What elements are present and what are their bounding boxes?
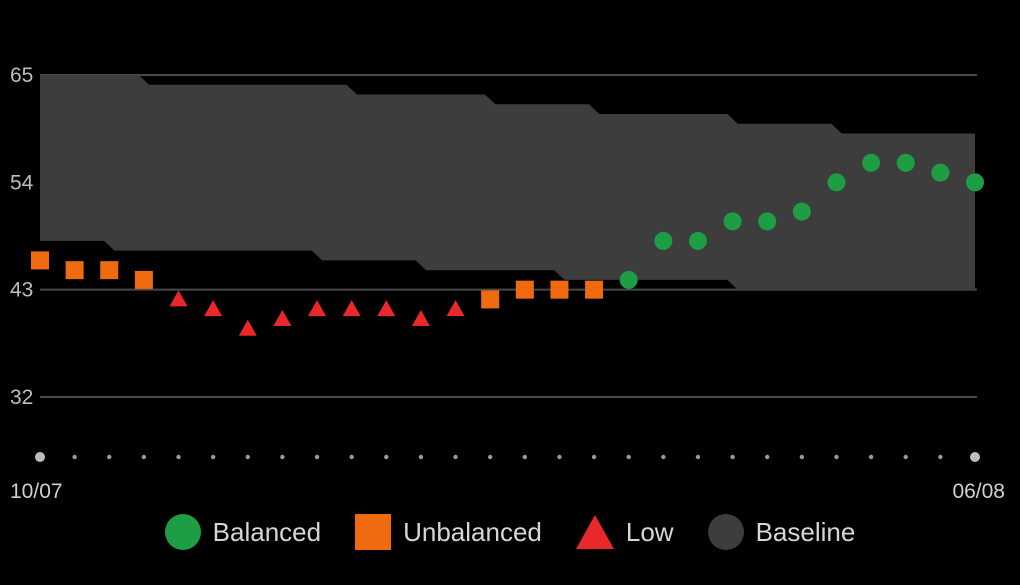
- point-low: [411, 309, 430, 326]
- point-unbalanced: [31, 251, 49, 270]
- x-axis-dot: [72, 454, 77, 460]
- y-tick-label: 43: [10, 279, 33, 302]
- x-axis-dot: [626, 454, 631, 460]
- point-balanced: [654, 231, 673, 250]
- legend-item-balanced: Balanced: [164, 514, 322, 550]
- legend-label: Balanced: [212, 516, 322, 547]
- legend-item-unbalanced: Unbalanced: [355, 514, 542, 550]
- circle-icon: [707, 514, 744, 550]
- x-axis-dot: [970, 452, 980, 462]
- point-unbalanced: [100, 261, 119, 280]
- triangle-icon: [575, 515, 614, 549]
- legend-label: Baseline: [755, 516, 856, 547]
- x-axis-dot: [35, 452, 45, 462]
- x-axis-dot: [210, 454, 216, 460]
- square-icon: [355, 514, 392, 550]
- point-unbalanced: [134, 270, 153, 289]
- point-low: [308, 300, 327, 317]
- point-unbalanced: [585, 280, 604, 299]
- x-axis-dot: [695, 454, 701, 460]
- point-low: [204, 300, 223, 317]
- x-axis-dot: [418, 454, 424, 460]
- point-low: [238, 319, 257, 336]
- point-low: [342, 300, 361, 317]
- x-axis-dot: [314, 454, 320, 460]
- legend-label: Unbalanced: [403, 516, 542, 547]
- x-axis-dot: [522, 454, 528, 460]
- x-axis-dot: [487, 454, 493, 460]
- point-low: [446, 300, 465, 317]
- point-low: [377, 300, 396, 317]
- data-points: [31, 153, 984, 336]
- x-axis-dot: [661, 454, 666, 460]
- x-start-label: 10/07: [10, 480, 63, 503]
- point-balanced: [758, 212, 777, 231]
- x-axis-dots: [35, 452, 980, 462]
- circle-icon: [164, 514, 201, 550]
- x-axis-dot: [834, 454, 839, 460]
- point-unbalanced: [550, 280, 569, 299]
- x-axis-dot: [176, 454, 181, 460]
- x-axis-dot: [245, 454, 250, 460]
- x-axis-dot: [280, 454, 285, 460]
- x-axis-dot: [799, 454, 805, 460]
- legend-label: Low: [625, 516, 674, 547]
- y-axis-ticks: 65 54 43 32: [10, 64, 34, 409]
- x-axis-dot: [107, 454, 112, 460]
- point-balanced: [896, 153, 915, 172]
- x-axis-dot: [938, 454, 943, 460]
- point-unbalanced: [65, 261, 84, 280]
- point-balanced: [688, 231, 707, 250]
- x-axis-dot: [557, 454, 562, 460]
- point-balanced: [966, 173, 984, 192]
- point-balanced: [931, 163, 950, 182]
- point-balanced: [862, 153, 881, 172]
- x-axis-dot: [903, 454, 908, 460]
- y-tick-label: 32: [10, 386, 33, 409]
- point-unbalanced: [481, 290, 500, 309]
- x-axis-dot: [453, 454, 458, 460]
- hrv-chart: 65 54 43 32: [10, 64, 984, 462]
- x-axis-dot: [141, 454, 147, 460]
- x-axis-dot: [384, 454, 389, 460]
- point-unbalanced: [515, 280, 534, 299]
- point-balanced: [723, 212, 742, 231]
- x-end-label: 06/08: [952, 480, 1005, 503]
- point-balanced: [827, 173, 846, 192]
- legend-item-baseline: Baseline: [707, 514, 856, 550]
- x-axis-dot: [765, 454, 770, 460]
- legend-item-low: Low: [575, 515, 674, 549]
- point-low: [273, 309, 292, 326]
- x-axis-dot: [349, 454, 354, 460]
- x-axis-dot: [730, 454, 735, 460]
- baseline-area: [40, 75, 981, 290]
- x-axis-dot: [868, 454, 874, 460]
- point-low: [169, 290, 188, 307]
- x-axis-dot: [591, 454, 597, 460]
- y-tick-label: 54: [10, 171, 34, 194]
- legend: Balanced Unbalanced Low Baseline: [0, 510, 1020, 554]
- baseline-band: [40, 75, 981, 290]
- y-tick-label: 65: [10, 64, 33, 87]
- point-balanced: [619, 270, 638, 289]
- point-balanced: [792, 202, 811, 221]
